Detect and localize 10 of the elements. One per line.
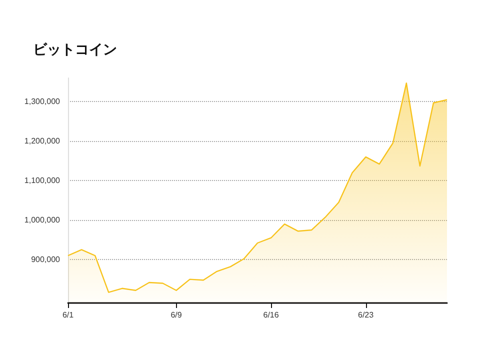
x-tick-label: 6/9 [170,310,182,320]
x-tick-label: 6/1 [62,310,74,320]
x-tick-label: 6/23 [358,310,374,320]
y-tick-label: 1,100,000 [24,176,61,186]
y-tick-label: 1,200,000 [24,136,61,146]
y-tick-label: 1,000,000 [24,216,61,225]
y-tick-label: 900,000 [31,255,61,264]
x-tick-label: 6/16 [263,310,280,320]
chart-title: ビットコイン [33,42,117,58]
y-tick-label: 1,300,000 [24,97,61,106]
